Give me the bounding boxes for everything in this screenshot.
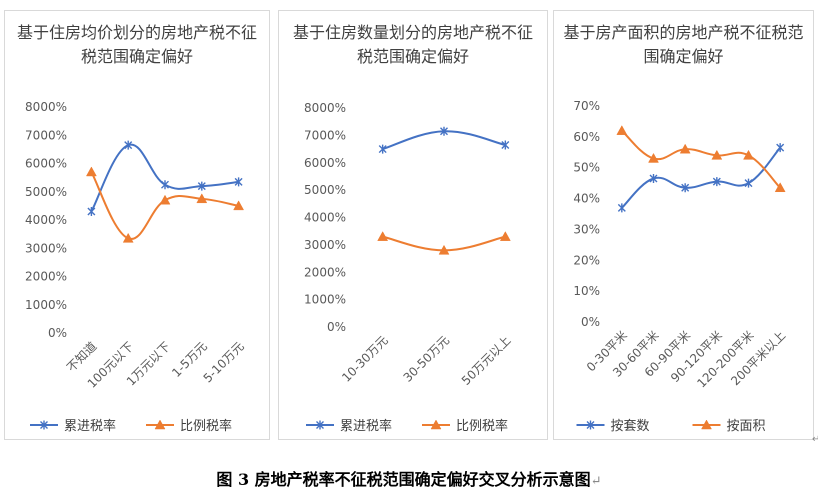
- y-tick-label: 40%: [573, 192, 600, 206]
- legend-marker: [154, 419, 166, 430]
- legend-label: 按套数: [611, 418, 650, 434]
- y-tick-label: 7000%: [25, 128, 67, 142]
- x-tick-label: 30-50万元: [401, 333, 453, 385]
- y-tick-label: 3000%: [25, 241, 67, 255]
- y-tick-label: 30%: [573, 222, 600, 236]
- y-tick-label: 6000%: [304, 156, 346, 170]
- data-point: [378, 144, 387, 154]
- y-tick-label: 4000%: [25, 213, 67, 227]
- legend-marker: [40, 420, 48, 430]
- caption-text: 图 3 房地产税率不征税范围确定偏好交叉分析示意图: [216, 470, 591, 489]
- data-point: [122, 232, 134, 243]
- y-tick-label: 7000%: [304, 128, 346, 142]
- data-point: [440, 126, 448, 136]
- y-tick-label: 0%: [581, 315, 600, 329]
- return-mark: ↵: [590, 474, 602, 489]
- y-tick-label: 10%: [573, 284, 600, 298]
- x-tick-label: 50万元以上: [459, 333, 514, 388]
- data-point: [501, 140, 510, 150]
- y-tick-label: 1000%: [25, 298, 67, 312]
- data-point: [617, 203, 626, 213]
- chart-panel-price: 基于住房均价划分的房地产税不征税范围确定偏好 0% 1000% 2000% 3000%…: [4, 10, 270, 440]
- y-tick-label: 8000%: [304, 101, 346, 115]
- y-tick-label: 2000%: [304, 265, 346, 279]
- x-tick-label: 不知道: [64, 339, 99, 374]
- legend-label: 比例税率: [456, 418, 508, 434]
- data-point: [679, 143, 691, 154]
- chart-area-svg: 0%10%20%30%40%50%60%70%0-30平米30-60平米60-9…: [573, 99, 788, 434]
- series-line: [621, 129, 781, 189]
- data-point: [159, 194, 171, 205]
- legend-marker: [430, 419, 442, 430]
- chart-count-svg: 0% 1000% 2000% 3000% 4000% 5000% 6000% 7000% 800…: [304, 101, 514, 434]
- series-line: [621, 146, 781, 209]
- figure-caption: 图 3 房地产税率不征税范围确定偏好交叉分析示意图↵: [0, 466, 818, 490]
- legend-label: 比例税率: [180, 418, 232, 434]
- y-tick-label: 4000%: [304, 211, 346, 225]
- data-point: [85, 166, 97, 177]
- y-tick-label: 1000%: [304, 293, 346, 307]
- y-tick-label: 0%: [48, 326, 67, 340]
- x-tick-label: 10-30万元: [339, 333, 391, 385]
- legend-label: 累进税率: [340, 418, 392, 434]
- data-point: [711, 149, 723, 160]
- y-tick-label: 2000%: [25, 270, 67, 284]
- y-tick-label: 0%: [327, 320, 346, 334]
- y-tick-label: 50%: [573, 161, 600, 175]
- y-tick-label: 5000%: [25, 185, 67, 199]
- chart-price-svg: 0% 1000% 2000% 3000% 4000% 5000% 6000% 7000% 800…: [25, 100, 247, 434]
- y-tick-label: 6000%: [25, 157, 67, 171]
- x-tick-label: 5-10万元: [201, 339, 247, 385]
- data-point: [648, 152, 659, 163]
- data-point: [681, 183, 690, 193]
- data-point: [196, 193, 208, 204]
- y-tick-label: 60%: [573, 130, 600, 144]
- data-point: [377, 231, 389, 241]
- y-tick-label: 70%: [573, 99, 600, 113]
- data-point: [233, 200, 245, 211]
- legend-label: 按面积: [727, 419, 766, 434]
- legend-marker: [701, 419, 712, 430]
- chart-panel-area: 基于房产面积的房地产税不征税范围确定偏好 0% 10% 20% 30% 40% 50% 60…: [553, 10, 814, 440]
- data-point: [743, 149, 754, 160]
- chart-title: 基于住房均价划分的房地产税不征税范围确定偏好: [16, 23, 257, 66]
- legend-marker: [316, 420, 324, 430]
- chart-title: 基于住房数量划分的房地产税不征税范围确定偏好: [292, 23, 533, 66]
- data-point: [197, 181, 206, 191]
- chart-title: 基于房产面积的房地产税不征税范围确定偏好: [563, 23, 804, 66]
- data-point: [499, 231, 511, 241]
- y-tick-label: 8000%: [25, 100, 67, 114]
- y-tick-label: 3000%: [304, 238, 346, 252]
- return-mark: ↵: [812, 434, 818, 445]
- legend-marker: [586, 420, 595, 430]
- data-point: [124, 140, 133, 150]
- y-tick-label: 5000%: [304, 183, 346, 197]
- data-point: [649, 174, 658, 184]
- data-point: [161, 180, 169, 190]
- data-point: [87, 207, 96, 217]
- data-point: [744, 178, 753, 188]
- legend-label: 累进税率: [64, 418, 116, 434]
- y-tick-label: 20%: [573, 253, 600, 267]
- chart-panel-count: 基于住房数量划分的房地产税不征税范围确定偏好 0% 1000% 2000% 3000%…: [278, 10, 548, 440]
- data-point: [438, 244, 450, 255]
- data-point: [616, 125, 628, 135]
- data-point: [712, 177, 721, 187]
- data-point: [234, 177, 243, 187]
- data-point: [774, 182, 786, 193]
- data-point: [776, 143, 785, 153]
